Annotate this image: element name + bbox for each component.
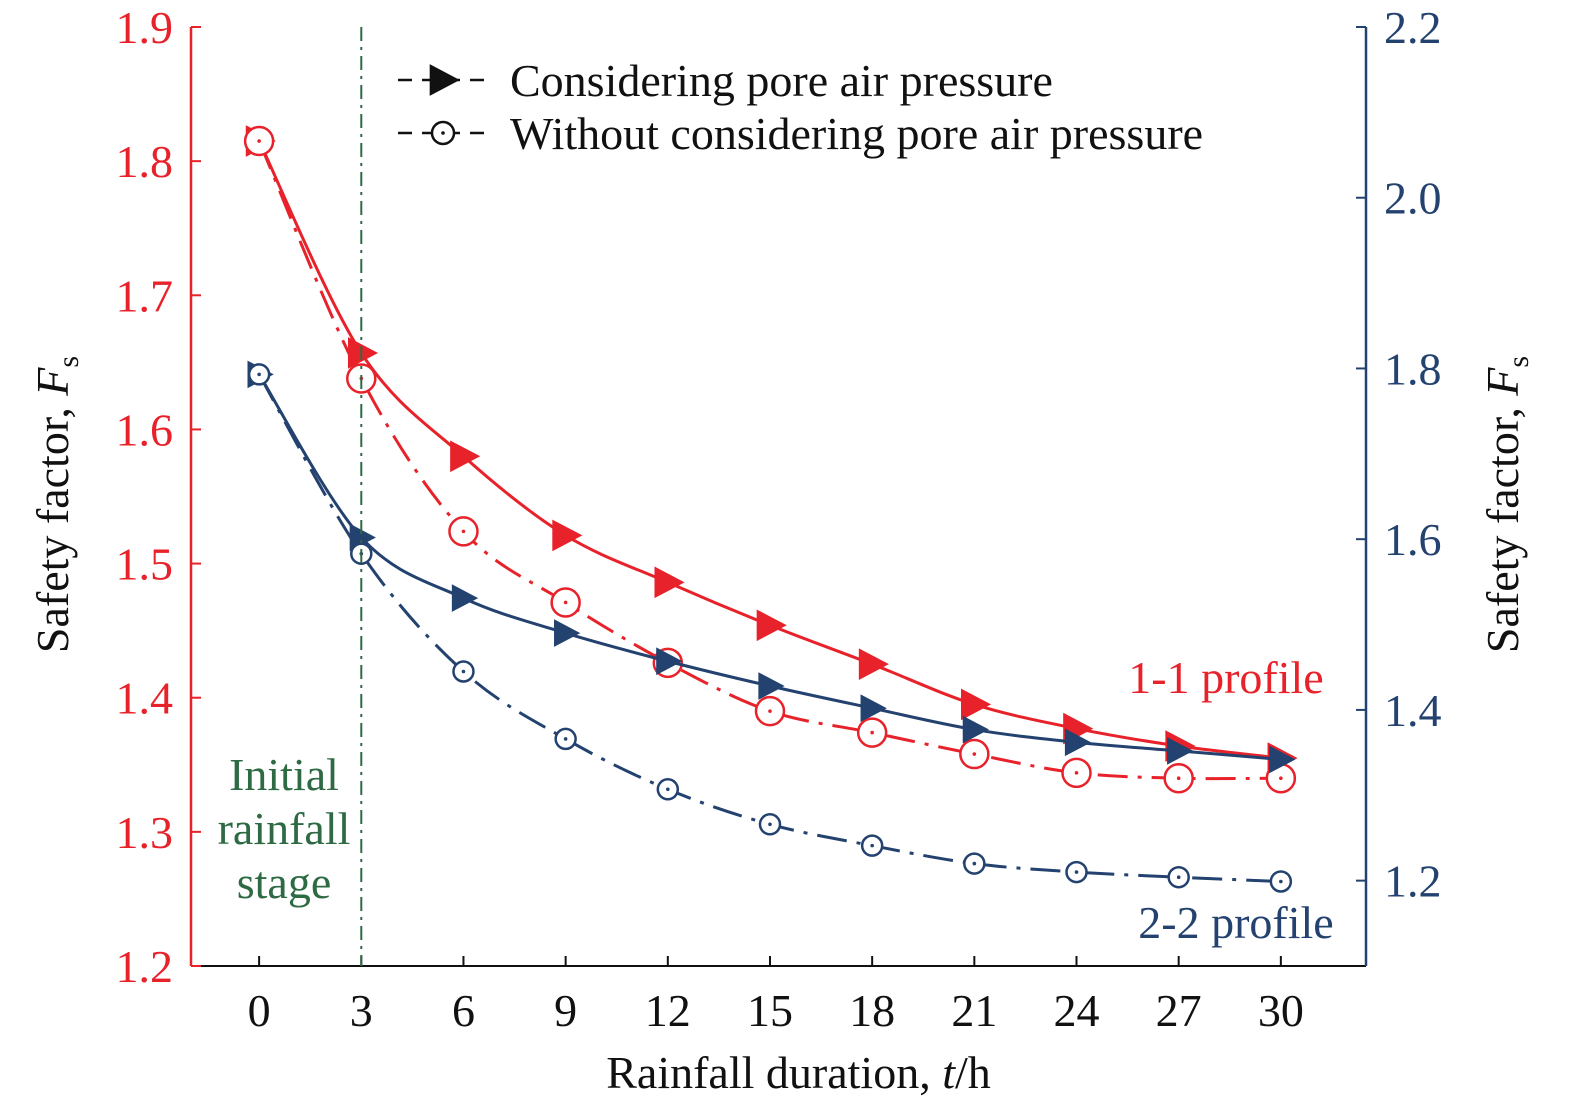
x-tick-label: 3: [350, 985, 373, 1036]
data-point-triangle: [962, 715, 989, 744]
data-point-triangle: [1269, 745, 1296, 774]
y-left-tick-label: 1.7: [116, 270, 174, 321]
y-right-tick-label: 1.6: [1384, 514, 1442, 565]
x-axis-label-unit: /h: [955, 1047, 991, 1098]
data-point-triangle: [451, 584, 479, 612]
data-point-triangle: [552, 519, 583, 552]
data-point-triangle: [758, 672, 785, 700]
data-point-circle-dot: [257, 372, 261, 377]
series-line-1-1-without: [257, 140, 1281, 781]
data-point-circle-dot: [461, 529, 466, 534]
data-point-circle-dot: [870, 843, 874, 848]
data-point-triangle: [1064, 728, 1092, 757]
data-point-triangle: [858, 648, 889, 681]
data-point-circle-dot: [972, 861, 977, 866]
data-point-triangle: [756, 609, 787, 642]
initial-stage-label: stage: [237, 857, 332, 908]
data-point-triangle: [961, 688, 992, 721]
initial-stage-label: rainfall: [218, 803, 351, 854]
series-line-1-1-considering: [257, 140, 1282, 760]
x-tick-label: 21: [951, 985, 997, 1036]
data-point-circle-dot: [972, 752, 977, 756]
y-right-axis-label: Safety factor, Fs: [1477, 356, 1535, 653]
y-left-axis-label-text: Safety factor, Fs: [27, 356, 85, 653]
data-point-circle-dot: [1074, 771, 1079, 775]
x-tick-label: 0: [248, 985, 271, 1036]
y-left-tick-label: 1.3: [116, 807, 174, 858]
x-tick-label: 6: [452, 985, 475, 1036]
data-point-triangle: [654, 566, 685, 599]
x-tick-label: 9: [554, 985, 577, 1036]
y-left-tick-label: 1.4: [116, 673, 174, 724]
y-left-tick-label: 1.5: [116, 539, 174, 590]
series-layer: [243, 125, 1298, 893]
y-left-axis-label: Safety factor, Fs: [27, 356, 85, 653]
data-point-triangle: [860, 694, 887, 723]
x-axis-label-unit-var: t: [942, 1047, 956, 1098]
series-2-2-without: [247, 363, 1293, 893]
data-point-circle-dot: [563, 600, 568, 605]
x-tick-label: 27: [1156, 985, 1202, 1036]
data-point-triangle: [450, 440, 481, 473]
y-left-tick-label: 1.8: [116, 136, 174, 187]
data-point-triangle: [554, 619, 581, 647]
y-right-tick-label: 1.8: [1384, 343, 1442, 394]
data-point-circle-dot: [768, 709, 772, 713]
data-point-triangle: [656, 647, 683, 676]
initial-stage-label: Initial: [229, 749, 339, 800]
y-right-axis-label-text: Safety factor, Fs: [1477, 356, 1535, 653]
data-point-circle-dot: [1176, 776, 1181, 780]
data-point-triangle: [1167, 737, 1194, 765]
series-2-2-considering: [247, 360, 1296, 774]
y-right-tick-label: 2.0: [1384, 173, 1442, 224]
legend-marker-without-dot: [441, 131, 445, 135]
data-point-circle-dot: [461, 669, 466, 674]
data-point-circle-dot: [666, 787, 670, 792]
y-left-tick-label: 1.2: [116, 941, 174, 992]
data-point-circle-dot: [768, 822, 772, 827]
y-right-axis-label-var: F: [1477, 367, 1528, 397]
x-tick-label: 12: [645, 985, 691, 1036]
legend-label-considering: Considering pore air pressure: [510, 55, 1053, 106]
y-left-axis-label-sub: s: [52, 356, 85, 368]
x-tick-label: 24: [1054, 985, 1100, 1036]
y-left-tick-label: 1.6: [116, 404, 174, 455]
x-axis-label: Rainfall duration, t/h: [606, 1047, 991, 1098]
profile-2-label: 2-2 profile: [1138, 897, 1333, 948]
legend-label-without: Without considering pore air pressure: [510, 108, 1203, 159]
axes-layer: 0 3 6 9 12 15 18 21 24 27 30 Rainfall duration, t/h…: [27, 2, 1535, 1098]
data-point-circle-dot: [1279, 776, 1283, 780]
y-right-tick-label: 1.4: [1384, 685, 1442, 736]
series-line-2-2-without: [257, 373, 1281, 883]
y-right-tick-label: 2.2: [1384, 2, 1442, 53]
x-tick-label: 15: [747, 985, 793, 1036]
data-point-circle-dot: [257, 139, 261, 143]
series-1-1-without: [243, 125, 1297, 794]
x-tick-label: 18: [849, 985, 895, 1036]
x-axis-label-text: Rainfall duration,: [606, 1047, 942, 1098]
y-left-tick-label: 1.9: [116, 2, 174, 53]
data-point-circle-dot: [870, 730, 874, 735]
data-point-circle-dot: [1074, 870, 1079, 874]
profile-1-label: 1-1 profile: [1128, 652, 1323, 703]
y-right-axis-label-sub: s: [1502, 356, 1535, 368]
data-point-circle-dot: [563, 737, 568, 741]
data-point-circle-dot: [1279, 879, 1283, 884]
data-point-circle-dot: [1176, 875, 1181, 880]
x-tick-label: 30: [1258, 985, 1304, 1036]
y-left-axis-label-var: F: [27, 367, 78, 397]
y-right-tick-label: 1.2: [1384, 856, 1442, 907]
y-right-axis-label-main: Safety factor,: [1477, 396, 1528, 653]
legend-marker-considering: [429, 64, 460, 96]
y-left-axis-label-main: Safety factor,: [27, 396, 78, 653]
